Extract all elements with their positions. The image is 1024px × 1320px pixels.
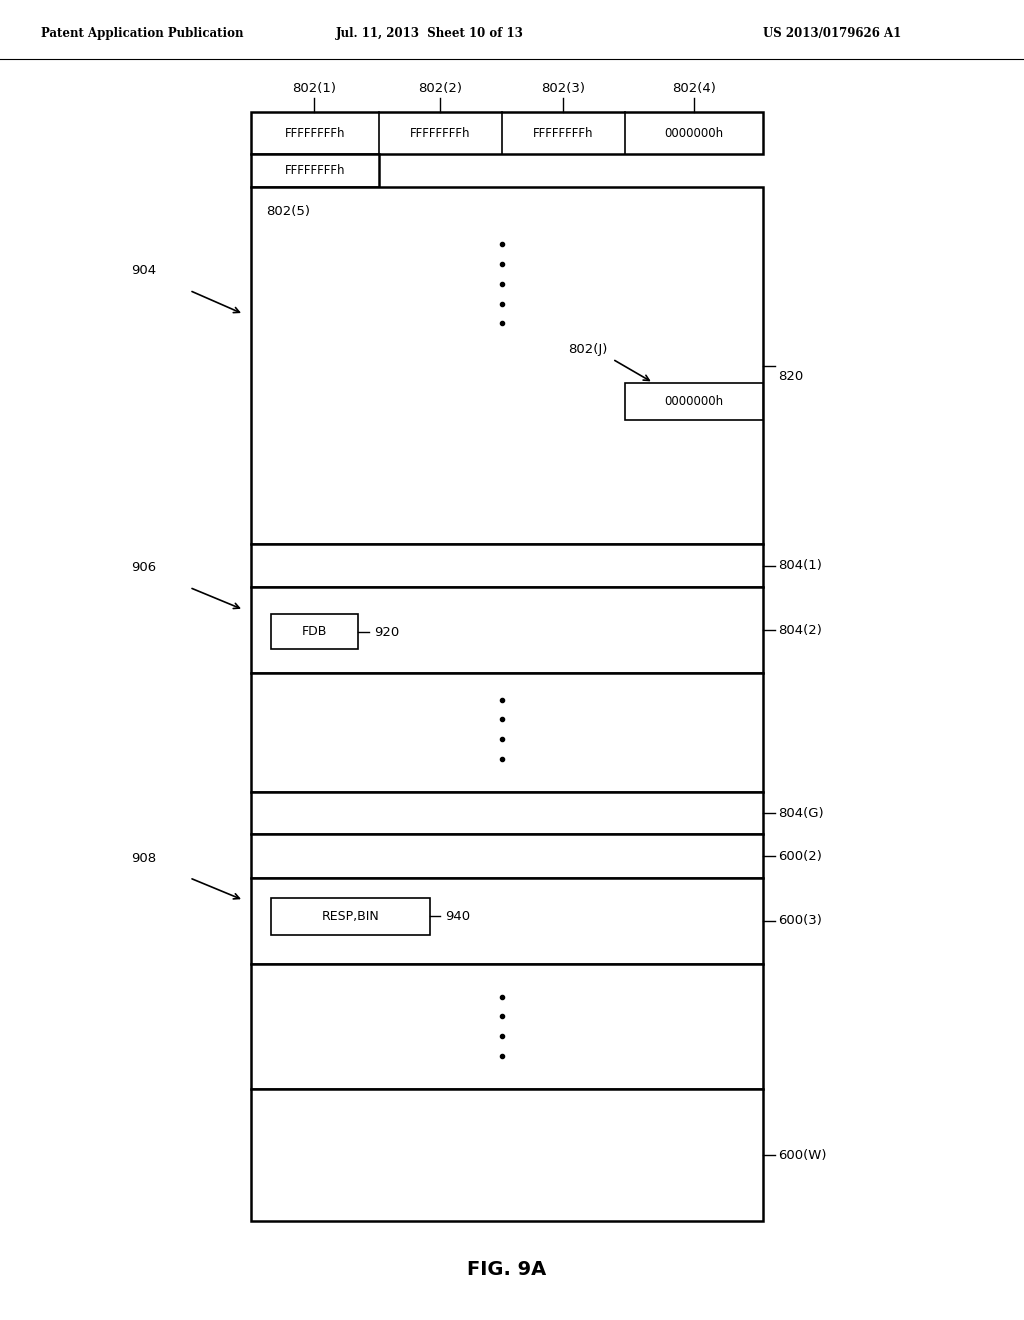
Bar: [251, 587, 763, 673]
Text: FFFFFFFFh: FFFFFFFFh: [285, 165, 345, 177]
Text: 904: 904: [131, 264, 156, 277]
Bar: [251, 187, 763, 544]
Text: 908: 908: [131, 851, 156, 865]
Bar: [251, 792, 763, 834]
Text: 0000000h: 0000000h: [665, 127, 723, 140]
Text: 802(J): 802(J): [568, 343, 607, 356]
Text: 820: 820: [778, 370, 804, 383]
Bar: [625, 383, 763, 420]
Bar: [271, 614, 358, 649]
Text: FDB: FDB: [302, 626, 328, 638]
Bar: [251, 154, 379, 187]
Text: 600(W): 600(W): [778, 1148, 826, 1162]
Text: FFFFFFFFh: FFFFFFFFh: [532, 127, 594, 140]
Text: US 2013/0179626 A1: US 2013/0179626 A1: [763, 26, 901, 40]
Text: 906: 906: [131, 561, 156, 574]
Text: Patent Application Publication: Patent Application Publication: [41, 26, 244, 40]
Text: 802(3): 802(3): [542, 82, 585, 95]
Text: 802(5): 802(5): [266, 205, 310, 218]
Bar: [251, 1089, 763, 1221]
Text: 804(1): 804(1): [778, 560, 822, 572]
Bar: [251, 964, 763, 1089]
Bar: [251, 834, 763, 878]
Text: 920: 920: [374, 626, 399, 639]
Bar: [251, 112, 763, 154]
Text: 802(2): 802(2): [419, 82, 462, 95]
Text: 600(3): 600(3): [778, 915, 822, 927]
Text: FFFFFFFFh: FFFFFFFFh: [285, 127, 345, 140]
Bar: [271, 898, 430, 935]
Bar: [251, 878, 763, 964]
Text: FFFFFFFFh: FFFFFFFFh: [410, 127, 471, 140]
Text: 804(G): 804(G): [778, 807, 824, 820]
Bar: [251, 544, 763, 587]
Text: 600(2): 600(2): [778, 850, 822, 862]
Text: RESP,BIN: RESP,BIN: [322, 909, 380, 923]
Text: 940: 940: [445, 909, 471, 923]
Text: 0000000h: 0000000h: [665, 395, 723, 408]
Bar: [251, 673, 763, 792]
Text: 802(1): 802(1): [293, 82, 336, 95]
Text: Jul. 11, 2013  Sheet 10 of 13: Jul. 11, 2013 Sheet 10 of 13: [336, 26, 524, 40]
Text: 802(4): 802(4): [673, 82, 716, 95]
Text: 804(2): 804(2): [778, 624, 822, 636]
Text: FIG. 9A: FIG. 9A: [467, 1261, 547, 1279]
